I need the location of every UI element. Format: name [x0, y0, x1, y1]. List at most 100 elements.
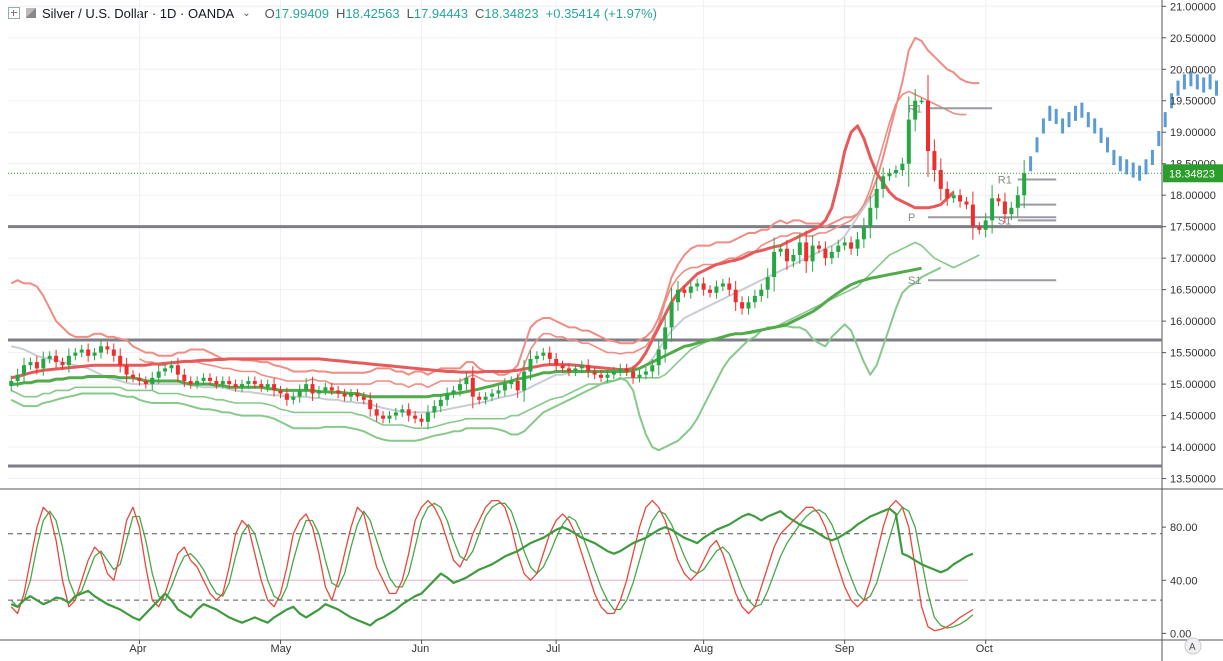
time-tick-label: Apr [129, 643, 146, 655]
candle-body [567, 368, 571, 372]
candle-body [643, 371, 648, 375]
candle-body [560, 365, 565, 369]
candle-body [829, 251, 834, 259]
candle-body [329, 387, 334, 391]
candle-body [259, 384, 264, 388]
candle-body [34, 362, 39, 369]
time-tick-label: Oct [976, 643, 993, 655]
candle-body [868, 207, 873, 227]
candle-body [797, 242, 802, 255]
candle-body [28, 362, 33, 366]
projection-bar [1182, 74, 1186, 90]
candle-body [201, 377, 206, 381]
chevron-down-icon[interactable]: ⌄ [242, 7, 251, 19]
pivot-label: P [908, 212, 915, 224]
projection-bar [1035, 137, 1039, 153]
candle-body [605, 374, 610, 378]
candle-body [368, 399, 373, 410]
projection-bar [1144, 159, 1148, 175]
candle-body [9, 381, 14, 386]
projection-bar [1150, 149, 1154, 165]
candle-body [361, 396, 366, 400]
candle-body [131, 374, 135, 378]
candle-body [759, 289, 764, 296]
candle-body [342, 393, 347, 397]
sma-gray [11, 191, 878, 414]
candle-body [349, 393, 353, 397]
projection-bar [1125, 159, 1129, 175]
candle-body [47, 355, 52, 359]
price-tick-label: 21.00000 [1170, 1, 1216, 13]
projection-bar [1067, 112, 1071, 128]
candle-body [733, 289, 738, 303]
expand-icon[interactable] [8, 7, 20, 19]
candle-body [188, 381, 193, 385]
candle-body [817, 245, 821, 249]
projection-bar [1054, 108, 1058, 124]
candle-body [592, 371, 597, 375]
candle-body [682, 289, 687, 293]
candle-body [15, 374, 20, 381]
bollinger-lower-outer [10, 266, 942, 452]
price-tick-label: 15.00000 [1170, 379, 1216, 391]
candle-body [464, 377, 469, 385]
candle-body [336, 390, 341, 394]
candle-body [265, 384, 270, 388]
candle-body [220, 381, 225, 385]
candle-body [66, 355, 71, 366]
candle-body [887, 173, 892, 177]
candle-body [22, 365, 26, 375]
candle-body [695, 283, 700, 287]
candle-body [669, 302, 674, 328]
candle-body [451, 390, 456, 394]
candle-body [958, 195, 963, 202]
candle-body [746, 302, 751, 309]
candle-body [708, 289, 712, 293]
candle-body [278, 390, 283, 394]
candle-body [528, 358, 533, 372]
open-value: 17.99409 [274, 5, 329, 21]
symbol-flag-icon [26, 8, 36, 18]
low-value: 17.94443 [413, 5, 469, 21]
candle-body [458, 384, 462, 391]
price-tick-label: 14.50000 [1170, 411, 1216, 423]
price-tick-label: 17.50000 [1170, 222, 1216, 234]
candle-body [284, 393, 289, 400]
candle-body [1022, 173, 1027, 196]
projection-bar [1029, 156, 1033, 172]
candle-body [849, 242, 854, 249]
candle-body [381, 415, 386, 419]
candle-body [964, 201, 969, 205]
projection-bar [1202, 77, 1206, 93]
candle-body [522, 371, 527, 391]
candle-body [599, 374, 603, 378]
symbol-title[interactable]: Silver / U.S. Dollar · 1D · OANDA [42, 5, 235, 21]
auto-scale-label: A [1189, 642, 1196, 653]
candle-body [297, 390, 302, 397]
candle-body [637, 374, 642, 378]
candle-body [1015, 195, 1020, 208]
last-price-label: 18.34823 [1169, 168, 1215, 180]
sma-red [10, 124, 955, 380]
candle-body [919, 100, 924, 103]
candle-body [413, 415, 418, 419]
high-value: 18.42563 [345, 5, 400, 21]
candle-body [534, 355, 539, 359]
candle-body [445, 393, 450, 400]
candle-body [252, 381, 257, 385]
open-label: O [264, 5, 275, 21]
candle-body [624, 368, 629, 372]
candle-body [86, 349, 91, 356]
price-tick-label: 20.50000 [1170, 33, 1216, 45]
candle-body [791, 255, 796, 262]
candle-body [92, 352, 97, 356]
projection-bar [1048, 105, 1052, 121]
candle-body [547, 352, 552, 359]
candle-body [688, 286, 693, 293]
candle-body [406, 409, 411, 416]
projection-bar [1208, 74, 1212, 90]
candle-body [752, 295, 757, 303]
time-tick-label: Jun [412, 643, 430, 655]
